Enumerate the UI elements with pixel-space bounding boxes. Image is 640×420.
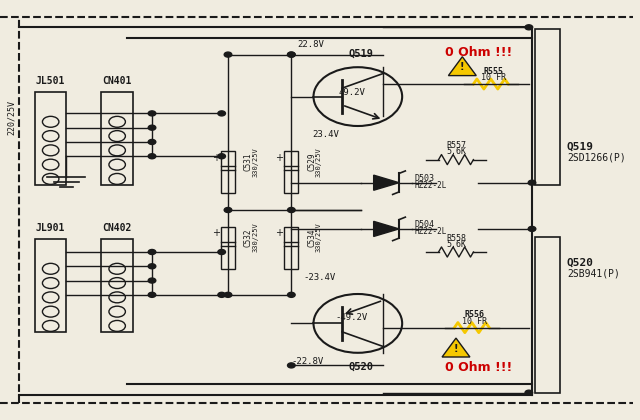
Text: R558: R558 [446, 234, 466, 243]
Text: 330/25V: 330/25V [252, 147, 258, 176]
Text: -23.4V: -23.4V [304, 273, 336, 282]
Circle shape [148, 111, 156, 116]
Text: -22.8V: -22.8V [291, 357, 323, 366]
Circle shape [148, 154, 156, 159]
Text: 22.8V: 22.8V [297, 39, 324, 49]
Polygon shape [374, 175, 399, 190]
Text: HZ22-2L: HZ22-2L [415, 181, 447, 190]
Circle shape [224, 52, 232, 57]
FancyBboxPatch shape [284, 227, 298, 269]
Text: D504: D504 [415, 220, 435, 229]
FancyBboxPatch shape [284, 151, 298, 193]
Text: Q519: Q519 [567, 142, 594, 152]
Text: JL501: JL501 [36, 76, 65, 86]
Text: R557: R557 [446, 142, 466, 150]
Text: 49.2V: 49.2V [338, 88, 365, 97]
Circle shape [148, 125, 156, 130]
Text: +: + [275, 228, 284, 238]
Text: 2SD1266(P): 2SD1266(P) [567, 152, 625, 163]
FancyBboxPatch shape [535, 29, 561, 185]
Text: D503: D503 [415, 174, 435, 183]
Circle shape [218, 249, 225, 255]
FancyBboxPatch shape [221, 151, 235, 193]
Text: 0 Ohm !!!: 0 Ohm !!! [445, 46, 512, 59]
Circle shape [148, 139, 156, 144]
Text: +: + [275, 152, 284, 163]
Circle shape [224, 207, 232, 213]
Text: CN401: CN401 [102, 76, 132, 86]
Text: 330/25V: 330/25V [316, 147, 321, 176]
Text: -49.2V: -49.2V [335, 312, 367, 322]
Circle shape [525, 390, 532, 395]
Text: 0 Ohm !!!: 0 Ohm !!! [445, 361, 512, 374]
Text: 2SB941(P): 2SB941(P) [567, 268, 620, 278]
Polygon shape [449, 57, 476, 76]
Text: C531: C531 [244, 152, 253, 171]
Text: 5.6K: 5.6K [446, 240, 466, 249]
Text: +: + [212, 228, 220, 238]
Circle shape [218, 154, 225, 159]
Text: 10 FR: 10 FR [463, 317, 488, 326]
Text: !: ! [454, 344, 458, 354]
Circle shape [148, 249, 156, 255]
FancyBboxPatch shape [535, 237, 561, 393]
FancyBboxPatch shape [35, 92, 67, 185]
Circle shape [287, 207, 295, 213]
Circle shape [528, 180, 536, 185]
Circle shape [287, 52, 295, 57]
Circle shape [224, 292, 232, 297]
Circle shape [218, 292, 225, 297]
Circle shape [148, 292, 156, 297]
Text: 23.4V: 23.4V [313, 130, 340, 139]
Text: 330/25V: 330/25V [316, 223, 321, 252]
Text: 220/25V: 220/25V [7, 100, 16, 135]
Text: CN402: CN402 [102, 223, 132, 233]
Circle shape [528, 226, 536, 231]
Circle shape [148, 264, 156, 269]
Text: JL901: JL901 [36, 223, 65, 233]
Text: R555: R555 [484, 67, 504, 76]
FancyBboxPatch shape [101, 92, 133, 185]
Text: +: + [212, 152, 220, 163]
Circle shape [287, 363, 295, 368]
FancyBboxPatch shape [101, 239, 133, 332]
Text: 10 FR: 10 FR [481, 73, 506, 82]
FancyBboxPatch shape [35, 239, 67, 332]
Text: 330/25V: 330/25V [252, 223, 258, 252]
Text: Q520: Q520 [349, 361, 374, 371]
Text: 5.6K: 5.6K [446, 147, 466, 156]
Text: Q520: Q520 [567, 257, 594, 268]
Text: Q519: Q519 [349, 49, 374, 59]
Circle shape [287, 292, 295, 297]
Text: C532: C532 [244, 228, 253, 247]
Circle shape [525, 25, 532, 30]
FancyBboxPatch shape [221, 227, 235, 269]
Circle shape [287, 52, 295, 57]
Text: HZ22-2L: HZ22-2L [415, 227, 447, 236]
Circle shape [148, 278, 156, 283]
Polygon shape [374, 221, 399, 236]
Text: C534: C534 [307, 228, 316, 247]
Text: R556: R556 [465, 310, 485, 319]
Polygon shape [442, 338, 470, 357]
Text: C529: C529 [307, 152, 316, 171]
Text: !: ! [460, 62, 465, 72]
Circle shape [218, 111, 225, 116]
